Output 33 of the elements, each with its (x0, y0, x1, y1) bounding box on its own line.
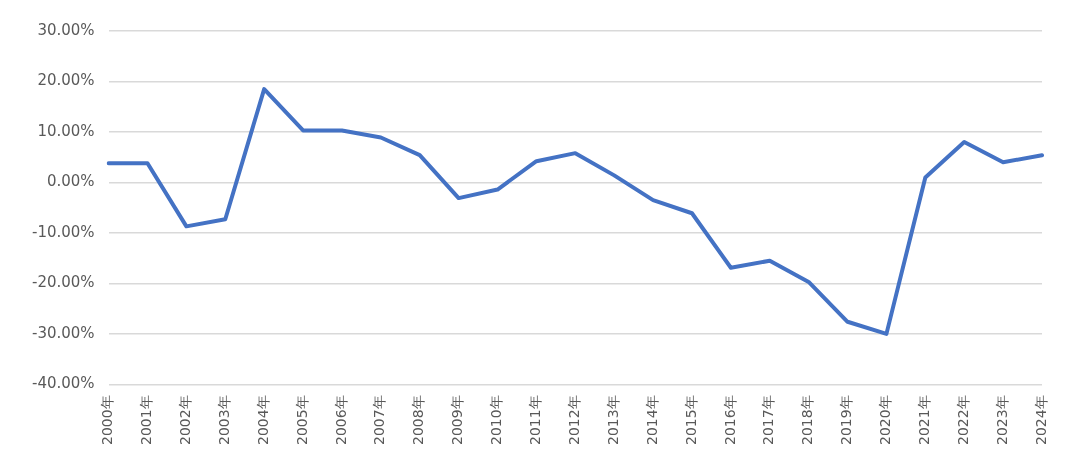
x-tick-label: 2019年 (838, 395, 855, 446)
y-tick-label: 30.00% (37, 20, 95, 39)
y-tick-label: 20.00% (37, 71, 95, 90)
x-tick-label: 2016年 (721, 395, 738, 446)
x-tick-label: 2017年 (760, 395, 777, 446)
x-tick-label: 2024年 (1032, 395, 1049, 446)
x-tick-label: 2023年 (993, 395, 1010, 446)
x-tick-label: 2018年 (799, 395, 816, 446)
x-tick-label: 2011年 (527, 395, 544, 446)
x-tick-label: 2000年 (99, 395, 116, 446)
x-tick-label: 2015年 (682, 395, 699, 446)
x-tick-label: 2013年 (604, 395, 621, 446)
y-tick-label: 10.00% (37, 121, 95, 140)
x-tick-label: 2007年 (371, 395, 388, 446)
x-tick-label: 2009年 (449, 395, 466, 446)
x-tick-label: 2001年 (138, 395, 155, 446)
y-tick-label: -40.00% (32, 374, 95, 393)
x-tick-label: 2012年 (565, 395, 582, 446)
x-tick-label: 2005年 (293, 395, 310, 446)
x-tick-label: 2006年 (332, 395, 349, 446)
y-tick-label: -20.00% (32, 273, 95, 292)
x-tick-label: 2003年 (215, 395, 232, 446)
y-tick-label: 0.00% (46, 172, 95, 191)
x-tick-label: 2022年 (954, 395, 971, 446)
x-tick-label: 2010年 (488, 395, 505, 446)
y-tick-label: -30.00% (32, 323, 95, 342)
x-tick-label: 2020年 (877, 395, 894, 446)
x-tick-label: 2004年 (254, 395, 271, 446)
x-tick-label: 2014年 (643, 395, 660, 446)
x-tick-label: 2021年 (915, 395, 932, 446)
x-tick-label: 2002年 (177, 395, 194, 446)
x-tick-label: 2008年 (410, 395, 427, 446)
y-tick-label: -10.00% (32, 222, 95, 241)
